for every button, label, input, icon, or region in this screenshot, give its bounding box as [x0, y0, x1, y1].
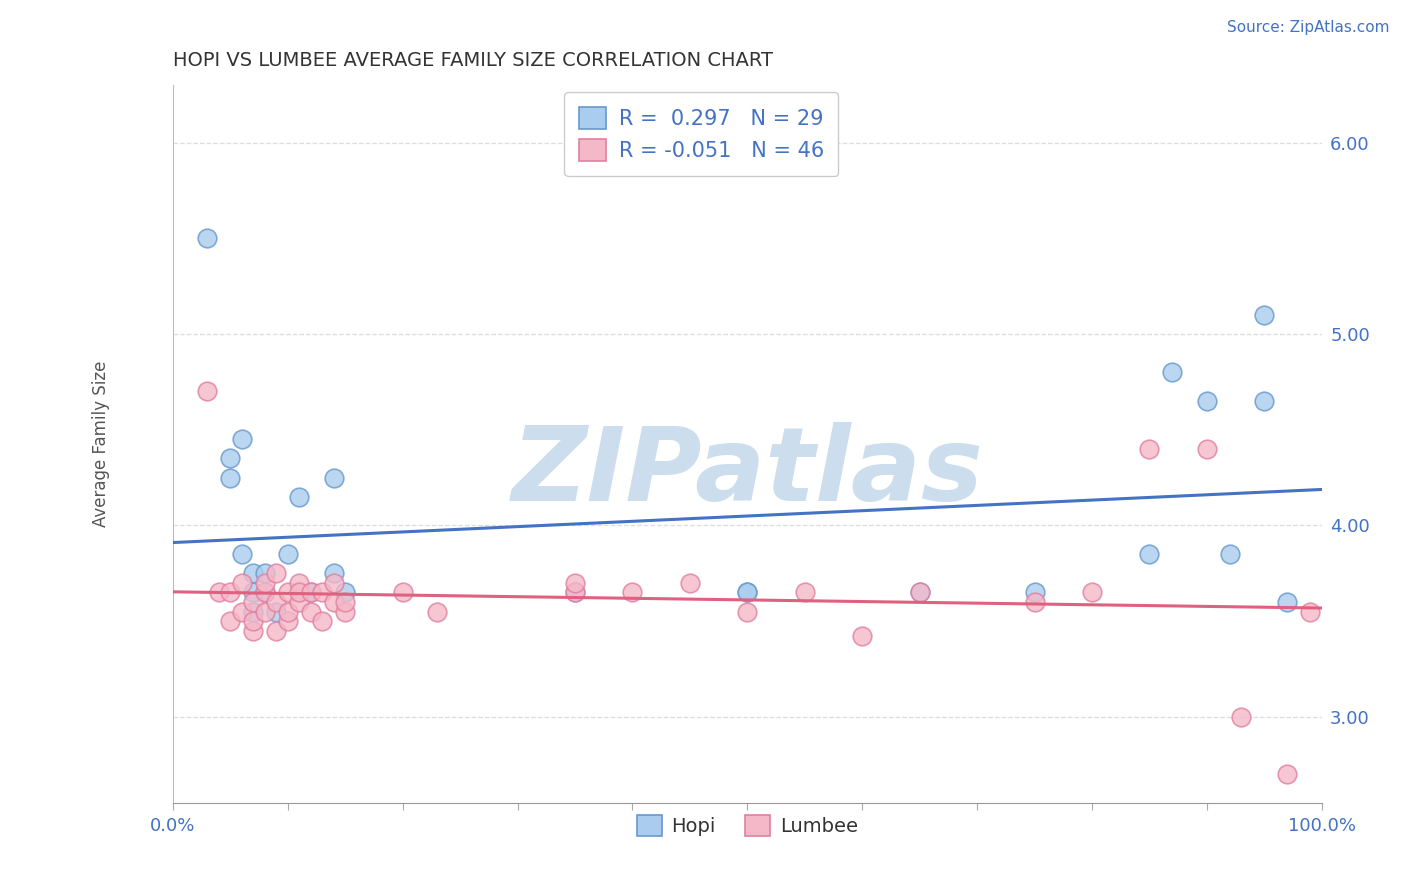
Point [288, 585, 311, 599]
Point [242, 614, 264, 628]
Point [335, 605, 357, 619]
Point [288, 595, 311, 609]
Point [208, 585, 231, 599]
Point [264, 566, 287, 581]
Point [564, 585, 586, 599]
Point [253, 585, 276, 599]
Point [277, 585, 299, 599]
Point [1161, 365, 1184, 379]
Point [231, 547, 253, 561]
Point [851, 629, 873, 643]
Point [253, 566, 276, 581]
Point [426, 605, 449, 619]
Point [793, 585, 815, 599]
Legend: Hopi, Lumbee: Hopi, Lumbee [628, 806, 866, 844]
Point [264, 605, 287, 619]
Point [242, 605, 264, 619]
Point [288, 575, 311, 590]
Point [311, 585, 333, 599]
Point [679, 575, 702, 590]
Point [264, 624, 287, 638]
Point [253, 575, 276, 590]
Point [322, 595, 344, 609]
Point [737, 605, 759, 619]
Point [564, 585, 586, 599]
Point [253, 605, 276, 619]
Point [1024, 595, 1046, 609]
Point [195, 384, 218, 399]
Point [277, 547, 299, 561]
Point [1299, 605, 1322, 619]
Point [1139, 547, 1161, 561]
Point [264, 595, 287, 609]
Point [1277, 595, 1299, 609]
Point [219, 451, 242, 466]
Point [1195, 394, 1218, 409]
Point [1081, 585, 1104, 599]
Point [253, 585, 276, 599]
Point [242, 624, 264, 638]
Point [322, 566, 344, 581]
Point [908, 585, 931, 599]
Point [1139, 442, 1161, 456]
Point [219, 470, 242, 484]
Point [219, 585, 242, 599]
Point [1277, 767, 1299, 781]
Point [231, 432, 253, 446]
Point [299, 605, 322, 619]
Point [277, 614, 299, 628]
Text: Source: ZipAtlas.com: Source: ZipAtlas.com [1226, 20, 1389, 35]
Point [737, 585, 759, 599]
Point [219, 614, 242, 628]
Point [737, 585, 759, 599]
Point [242, 585, 264, 599]
Point [621, 585, 644, 599]
Point [242, 595, 264, 609]
Point [195, 231, 218, 245]
Point [322, 575, 344, 590]
Y-axis label: Average Family Size: Average Family Size [93, 361, 110, 527]
Point [1219, 547, 1241, 561]
Point [311, 614, 333, 628]
Point [231, 575, 253, 590]
Text: ZIPatlas: ZIPatlas [512, 422, 983, 524]
Point [288, 490, 311, 504]
Text: HOPI VS LUMBEE AVERAGE FAMILY SIZE CORRELATION CHART: HOPI VS LUMBEE AVERAGE FAMILY SIZE CORRE… [173, 51, 773, 70]
Point [322, 470, 344, 484]
Point [908, 585, 931, 599]
Point [1195, 442, 1218, 456]
Point [1230, 710, 1253, 724]
Point [1024, 585, 1046, 599]
Point [242, 566, 264, 581]
Point [1253, 394, 1275, 409]
Point [1253, 308, 1275, 322]
Point [335, 585, 357, 599]
Point [231, 605, 253, 619]
Point [299, 585, 322, 599]
Point [391, 585, 413, 599]
Point [299, 585, 322, 599]
Point [335, 595, 357, 609]
Point [277, 605, 299, 619]
Point [564, 575, 586, 590]
